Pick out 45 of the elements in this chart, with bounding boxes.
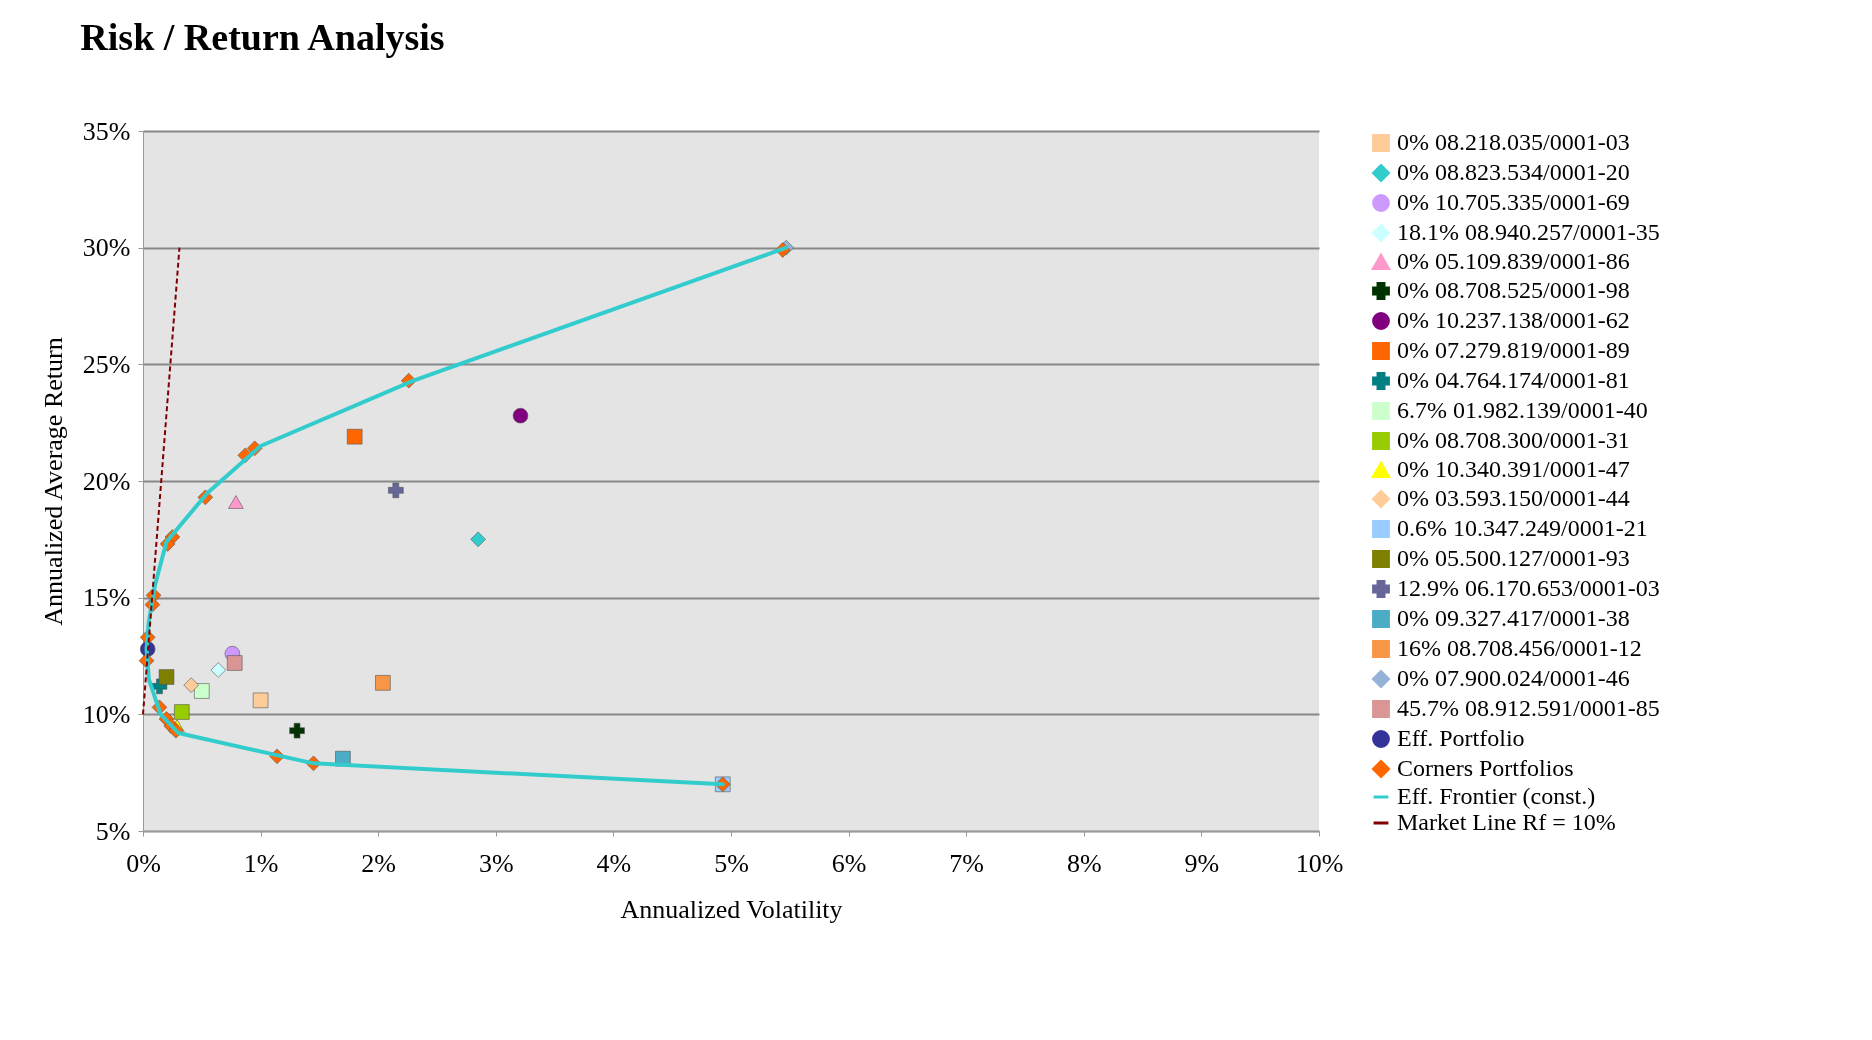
x-tick-label: 8% [1066,848,1102,878]
y-tick-label: 25% [82,349,131,379]
chart-title: Risk / Return Analysis [80,16,445,58]
y-tick-label: 20% [82,466,131,496]
legend-label: 18.1% 08.940.257/0001-35 [1397,219,1660,245]
x-axis-title: Annualized Volatility [620,894,843,924]
x-tick-label: 2% [361,848,397,878]
legend-label: 0% 07.900.024/0001-46 [1397,665,1630,691]
x-tick-label: 0% [126,848,161,878]
legend-label: 12.9% 06.170.653/0001-03 [1397,575,1660,601]
legend-label: 0% 05.500.127/0001-93 [1397,545,1630,571]
legend-label: 0% 08.708.300/0001-31 [1397,427,1630,453]
legend-label: 45.7% 08.912.591/0001-85 [1397,695,1660,721]
legend-label: 0% 10.705.335/0001-69 [1397,189,1630,215]
legend-label: Market Line Rf = 10% [1397,809,1616,835]
x-tick-label: 5% [714,848,749,878]
y-tick-label: 30% [82,233,131,263]
legend-label: Eff. Portfolio [1397,725,1525,751]
x-tick-label: 1% [243,848,279,878]
legend-label: Eff. Frontier (const.) [1397,783,1596,809]
legend-label: 0% 08.708.525/0001-98 [1397,277,1630,303]
legend-label: 0.6% 10.347.249/0001-21 [1397,515,1648,541]
y-tick-label: 35% [82,116,131,146]
y-tick-label: 5% [95,816,131,846]
legend-label: 0% 04.764.174/0001-81 [1397,367,1630,393]
x-tick-label: 7% [949,848,985,878]
y-tick-label: 15% [82,583,131,613]
legend-label: 0% 07.279.819/0001-89 [1397,337,1630,363]
legend-label: 0% 08.218.035/0001-03 [1397,129,1630,155]
x-tick-label: 6% [831,848,867,878]
legend-label: 0% 09.327.417/0001-38 [1397,605,1630,631]
x-tick-label: 10% [1295,848,1344,878]
x-tick-label: 4% [596,848,632,878]
y-axis-title: Annualized Average Return [38,337,68,626]
legend-label: 0% 10.237.138/0001-62 [1397,307,1630,333]
legend-label: 0% 05.109.839/0001-86 [1397,248,1630,274]
legend-label: 0% 10.340.391/0001-47 [1397,456,1630,482]
legend-label: Corners Portfolios [1397,755,1574,781]
legend-label: 0% 08.823.534/0001-20 [1397,159,1630,185]
legend-label: 16% 08.708.456/0001-12 [1397,635,1642,661]
x-tick-label: 3% [478,848,514,878]
legend-label: 0% 03.593.150/0001-44 [1397,485,1630,511]
x-tick-label: 9% [1184,848,1220,878]
legend-label: 6.7% 01.982.139/0001-40 [1397,397,1648,423]
y-tick-label: 10% [82,699,131,729]
